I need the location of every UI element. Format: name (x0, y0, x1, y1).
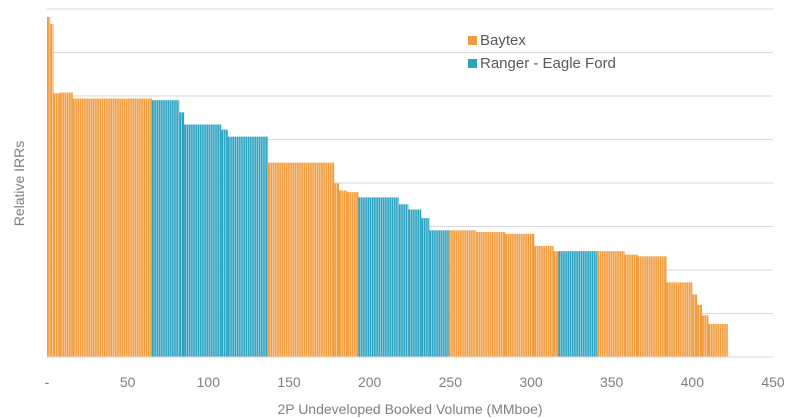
bar-segment-21 (476, 232, 506, 357)
bar-segment-fill (702, 315, 709, 357)
x-tick-label: 150 (277, 374, 301, 390)
x-tick-label: - (45, 374, 50, 390)
bar-segment-fill (184, 124, 222, 357)
x-tick-label: 200 (358, 374, 382, 390)
bar-segment-6 (151, 100, 180, 357)
bar-segment-19 (429, 230, 449, 357)
bar-segment-10 (227, 136, 269, 357)
bar-segment-fill (221, 129, 228, 357)
bar-segment-12 (334, 183, 340, 357)
bar-segment-28 (637, 256, 667, 357)
legend-item: Baytex (468, 32, 526, 49)
legend-label: Ranger - Eagle Ford (480, 55, 616, 72)
bar-segment-32 (702, 315, 709, 357)
bar-segment-15 (358, 197, 399, 357)
bar-segment-fill (534, 245, 554, 357)
bar-segment-31 (697, 304, 703, 357)
bar-segment-24 (553, 251, 559, 357)
x-tick-label: 350 (600, 374, 624, 390)
bar-segment-13 (339, 190, 348, 357)
bar-segment-fill (53, 93, 60, 357)
bar-segment-11 (268, 162, 335, 357)
legend-swatch (468, 36, 477, 45)
bar-segment-17 (408, 209, 422, 357)
legend-item: Ranger - Eagle Ford (468, 55, 616, 72)
x-tick-label: 100 (197, 374, 221, 390)
bar-segment-2 (50, 23, 54, 357)
bar-segment-29 (666, 282, 693, 357)
bar-segment-14 (347, 192, 359, 357)
bar-segment-fill (47, 16, 51, 357)
bar-segment-20 (448, 230, 477, 357)
bar-segment-3 (53, 93, 60, 357)
bar-segment-fill (347, 192, 359, 357)
bar-segment-fill (50, 23, 54, 357)
bar-segment-8 (184, 124, 222, 357)
bar-segment-23 (534, 245, 554, 357)
legend-swatch (468, 59, 477, 68)
x-tick-label: 250 (439, 374, 463, 390)
x-axis-title: 2P Undeveloped Booked Volume (MMboe) (277, 401, 542, 417)
x-axis-tick-labels: - 50 100 150 200 250 300 350 400 450 (45, 374, 785, 390)
bar-segment-5 (72, 98, 152, 358)
bar-segment-30 (692, 294, 698, 357)
bar-segment-fill (398, 204, 409, 357)
legend: Baytex Ranger - Eagle Ford (468, 32, 616, 72)
y-axis-title: Relative IRRs (11, 141, 27, 227)
bar-segment-22 (505, 233, 535, 357)
bar-segment-fill (429, 230, 449, 357)
bar-segment-4 (59, 92, 73, 357)
bar-segment-16 (398, 204, 409, 357)
bar-segment-fill (708, 324, 728, 357)
bar-segment-27 (624, 254, 638, 357)
x-tick-label: 450 (761, 374, 785, 390)
bar-segment-33 (708, 324, 728, 357)
x-tick-label: 50 (120, 374, 136, 390)
bar-segment-25 (558, 251, 598, 357)
x-tick-label: 400 (681, 374, 705, 390)
bar-segment-18 (421, 218, 430, 357)
bar-segment-7 (179, 112, 185, 358)
x-tick-label: 300 (519, 374, 543, 390)
bar-segment-1 (47, 16, 51, 357)
chart-bars (47, 16, 728, 358)
legend-label: Baytex (480, 32, 526, 49)
bar-segment-26 (597, 251, 625, 357)
bar-segment-9 (221, 129, 228, 357)
